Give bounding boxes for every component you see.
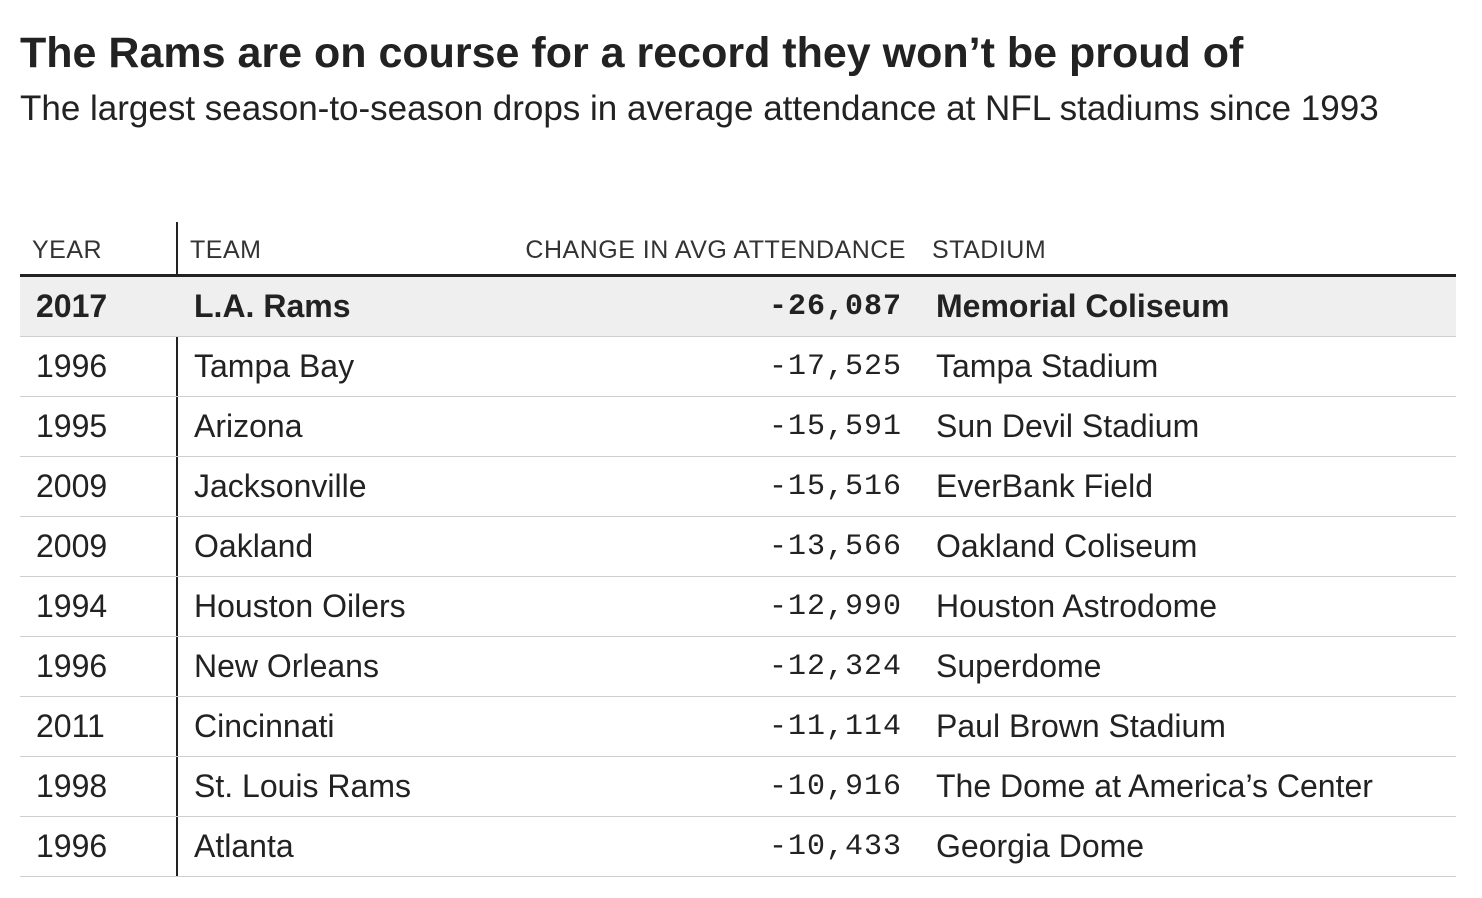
- cell-change: -13,566: [768, 529, 902, 564]
- cell-stadium: Paul Brown Stadium: [936, 708, 1226, 744]
- chart-title: The Rams are on course for a record they…: [20, 29, 1244, 77]
- attendance-table: YEAR TEAM CHANGE IN AVG ATTENDANCE STADI…: [20, 222, 1456, 877]
- cell-change: -10,433: [768, 829, 902, 864]
- cell-stadium: Sun Devil Stadium: [936, 408, 1200, 444]
- cell-team: Tampa Bay: [194, 348, 355, 384]
- chart-subtitle: The largest season-to-season drops in av…: [20, 89, 1379, 128]
- cell-team: Houston Oilers: [194, 588, 406, 624]
- cell-change: -11,114: [768, 709, 902, 744]
- cell-team: Atlanta: [194, 828, 294, 864]
- cell-team: Cincinnati: [194, 708, 335, 744]
- cell-change: -26,087: [768, 289, 902, 324]
- header-change: CHANGE IN AVG ATTENDANCE: [525, 235, 906, 264]
- cell-team: Oakland: [194, 528, 314, 564]
- cell-change: -12,990: [768, 589, 902, 624]
- cell-year: 1996: [36, 348, 108, 384]
- cell-change: -15,591: [768, 409, 902, 444]
- cell-stadium: Superdome: [936, 648, 1102, 684]
- table-row-highlighted: 2017 L.A. Rams -26,087 Memorial Coliseum: [20, 277, 1456, 337]
- cell-team: L.A. Rams: [194, 288, 351, 324]
- cell-year: 2011: [36, 708, 105, 744]
- cell-change: -17,525: [768, 349, 902, 384]
- column-divider: [176, 222, 178, 876]
- table-header-row: YEAR TEAM CHANGE IN AVG ATTENDANCE STADI…: [20, 222, 1456, 277]
- table-row: 1996 Tampa Bay -17,525 Tampa Stadium: [20, 337, 1456, 397]
- cell-year: 1996: [36, 828, 108, 864]
- cell-team: Arizona: [194, 408, 303, 444]
- table-row: 1998 St. Louis Rams -10,916 The Dome at Ame…: [20, 757, 1456, 817]
- cell-change: -15,516: [768, 469, 902, 504]
- header-year: YEAR: [32, 235, 103, 264]
- table-row: 2009 Oakland -13,566 Oakland Coliseum: [20, 517, 1456, 577]
- cell-stadium: Memorial Coliseum: [936, 288, 1230, 324]
- cell-stadium: Houston Astrodome: [936, 588, 1218, 624]
- cell-change: -12,324: [768, 649, 902, 684]
- cell-year: 1995: [36, 408, 108, 444]
- table-body: 2017 L.A. Rams -26,087 Memorial Coliseum 199…: [20, 277, 1456, 877]
- cell-year: 2017: [36, 288, 108, 324]
- table-row: 1996 New Orleans -12,324 Superdome: [20, 637, 1456, 697]
- cell-stadium: Oakland Coliseum: [936, 528, 1198, 564]
- cell-year: 1998: [36, 768, 108, 804]
- cell-team: New Orleans: [194, 648, 379, 684]
- cell-year: 2009: [36, 468, 108, 504]
- table-row: 2009 Jacksonville -15,516 EverBank Field: [20, 457, 1456, 517]
- table-row: 1994 Houston Oilers -12,990 Houston Astrodo…: [20, 577, 1456, 637]
- header-team: TEAM: [190, 235, 262, 264]
- cell-stadium: EverBank Field: [936, 468, 1153, 504]
- header-stadium: STADIUM: [932, 235, 1047, 264]
- cell-year: 1994: [36, 588, 108, 624]
- table-row: 2011 Cincinnati -11,114 Paul Brown Stadium: [20, 697, 1456, 757]
- table-row: 1996 Atlanta -10,433 Georgia Dome: [20, 817, 1456, 877]
- cell-change: -10,916: [768, 769, 902, 804]
- cell-stadium: Tampa Stadium: [936, 348, 1159, 384]
- table-row: 1995 Arizona -15,591 Sun Devil Stadium: [20, 397, 1456, 457]
- cell-team: St. Louis Rams: [194, 768, 411, 804]
- cell-stadium: Georgia Dome: [936, 828, 1145, 864]
- cell-year: 2009: [36, 528, 108, 564]
- cell-year: 1996: [36, 648, 108, 684]
- cell-team: Jacksonville: [194, 468, 367, 504]
- cell-stadium: The Dome at America’s Center: [936, 768, 1373, 804]
